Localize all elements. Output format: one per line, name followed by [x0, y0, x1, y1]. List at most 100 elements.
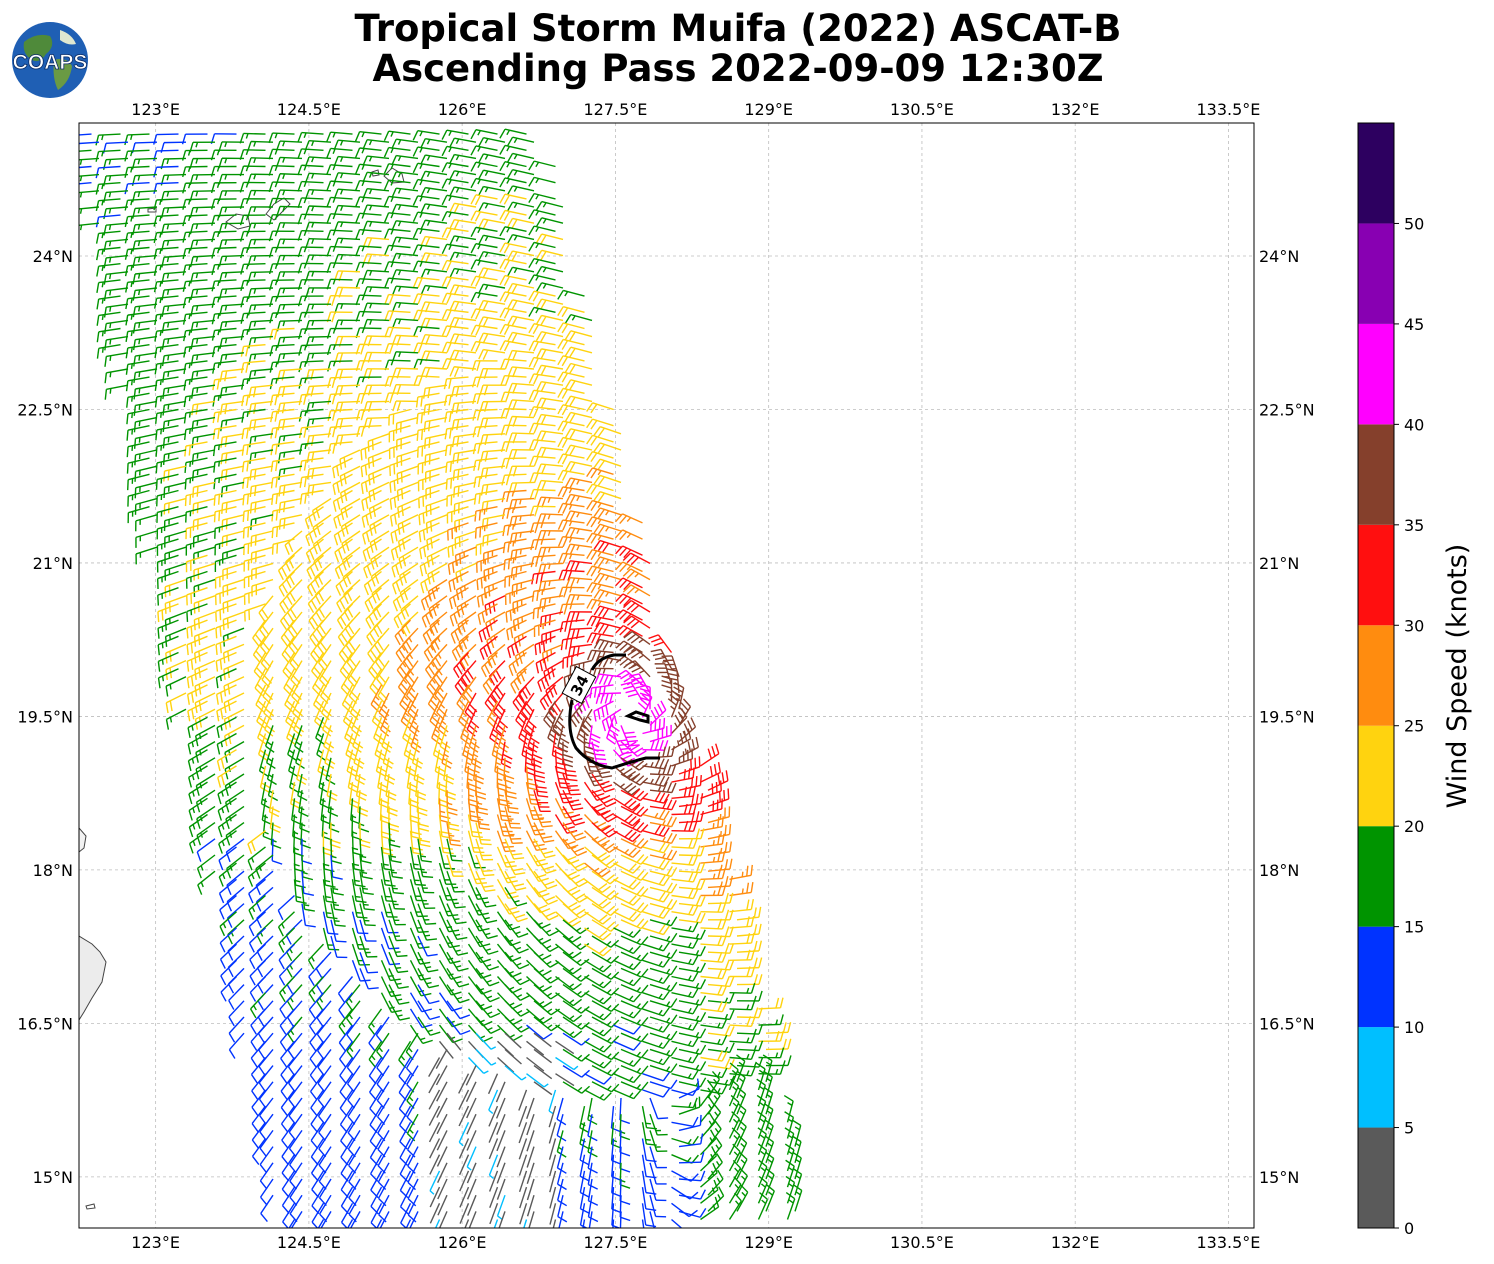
wind-barb: [412, 195, 440, 206]
wind-barb: [211, 311, 237, 325]
wind-barb: [103, 222, 129, 236]
wind-barb: [412, 244, 440, 255]
wind-barb: [124, 165, 150, 178]
wind-barb: [420, 186, 448, 198]
wind-barb: [620, 967, 649, 978]
lon-tick-top: 129°E: [744, 100, 793, 119]
wind-barb: [536, 479, 564, 491]
wind-barb: [327, 376, 353, 389]
wind-barb: [240, 279, 266, 292]
wind-barb: [219, 384, 245, 399]
lat-tick-left: 16.5°N: [17, 1014, 73, 1033]
wind-barb: [671, 971, 699, 982]
wind-barb: [212, 360, 237, 374]
wind-barb: [700, 1034, 728, 1046]
wind-barb: [470, 161, 498, 172]
wind-barb: [506, 315, 535, 327]
wind-barb: [557, 486, 585, 498]
wind-barb: [459, 1170, 470, 1192]
wind-barb: [391, 236, 419, 248]
wind-barb: [649, 745, 675, 759]
wind-barb: [493, 1219, 499, 1228]
wind-barb: [495, 708, 509, 737]
wind-barb: [251, 562, 274, 580]
wind-barb: [499, 274, 527, 287]
wind-barb: [153, 295, 179, 309]
wind-barb: [412, 260, 440, 272]
wind-barb: [584, 1040, 612, 1053]
wind-barb: [700, 1179, 719, 1204]
wind-barb: [700, 951, 727, 963]
wind-barb: [79, 222, 100, 231]
wind-barb: [700, 968, 728, 980]
colorbar-bin: [1358, 625, 1394, 726]
wind-barb: [541, 627, 564, 645]
wind-barb: [649, 882, 678, 894]
wind-barb: [475, 1048, 497, 1066]
wind-barb: [292, 692, 303, 721]
wind-barb: [388, 903, 406, 926]
wind-barb: [79, 149, 92, 152]
island-iriomote: [265, 197, 291, 221]
wind-barb: [248, 335, 274, 349]
wind-barb: [536, 463, 564, 475]
wind-barb: [298, 392, 324, 406]
wind-barb: [649, 1097, 669, 1120]
wind-barb: [477, 250, 506, 262]
wind-barb: [330, 935, 348, 959]
wind-barb: [591, 870, 619, 885]
wind-barb: [291, 676, 303, 705]
wind-barb: [613, 846, 641, 858]
wind-barb: [423, 416, 448, 433]
wind-barb: [613, 862, 641, 874]
wind-barb: [619, 1178, 631, 1206]
wind-barb: [248, 416, 274, 431]
wind-barb: [330, 854, 343, 880]
wind-barb: [466, 1130, 477, 1151]
wind-barb: [383, 163, 411, 174]
wind-barb: [135, 530, 158, 548]
wind-barb: [301, 838, 313, 865]
wind-barb: [613, 878, 641, 890]
wind-barb: [554, 846, 580, 865]
wind-barb: [565, 576, 593, 589]
wind-barb: [132, 303, 158, 318]
wind-barb: [535, 314, 564, 326]
wind-barb: [564, 313, 593, 324]
wind-barb: [649, 1130, 668, 1153]
wind-barb: [499, 226, 527, 237]
wind-barb: [671, 1004, 699, 1015]
lat-tick-right: 24°N: [1259, 247, 1299, 266]
lon-tick-bottom: 132°E: [1051, 1233, 1100, 1252]
wind-barb: [420, 268, 448, 280]
wind-barb: [354, 130, 382, 142]
wind-barb: [134, 465, 158, 482]
wind-barb: [297, 131, 324, 143]
wind-barb: [446, 838, 463, 862]
wind-barb: [506, 282, 535, 294]
wind-barb: [458, 1154, 470, 1176]
wind-barb: [586, 598, 614, 610]
wind-barb: [641, 1154, 657, 1179]
wind-barb: [587, 1097, 598, 1126]
wind-barb: [671, 904, 699, 916]
wind-barb: [481, 514, 506, 530]
wind-barb: [728, 1094, 740, 1123]
wind-barb: [423, 433, 448, 449]
wind-barb: [329, 822, 341, 849]
wind-barb: [507, 366, 535, 378]
wind-barb: [477, 218, 506, 230]
wind-barb: [700, 762, 721, 783]
wind-barb: [96, 311, 121, 326]
wind-barb: [729, 1049, 756, 1060]
wind-barb: [298, 327, 324, 340]
wind-barb: [446, 1016, 471, 1036]
wind-barb: [183, 327, 208, 342]
wind-barb: [221, 546, 245, 564]
wind-barb: [593, 458, 622, 470]
wind-barb: [96, 279, 121, 294]
wind-barb: [218, 287, 245, 300]
wind-barb: [557, 436, 585, 449]
wind-barb: [95, 182, 121, 195]
